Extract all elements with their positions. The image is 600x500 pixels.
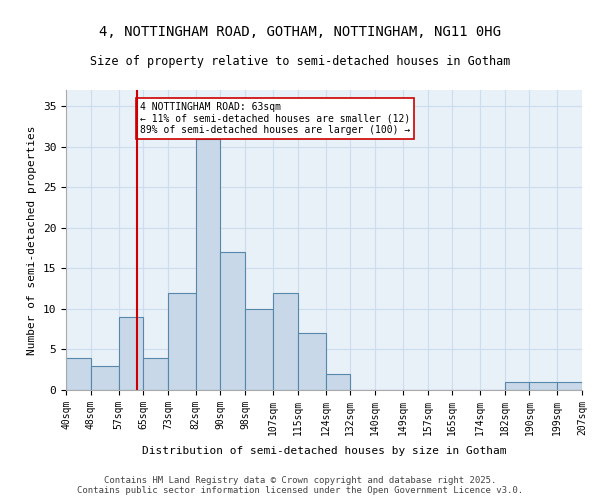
Bar — [245, 309, 273, 390]
Text: Contains HM Land Registry data © Crown copyright and database right 2025.
Contai: Contains HM Land Registry data © Crown c… — [77, 476, 523, 495]
Bar — [220, 252, 245, 390]
Bar — [505, 382, 529, 390]
Bar — [168, 292, 196, 390]
Bar — [119, 317, 143, 390]
Bar — [298, 333, 326, 390]
Bar — [91, 366, 119, 390]
Text: 4, NOTTINGHAM ROAD, GOTHAM, NOTTINGHAM, NG11 0HG: 4, NOTTINGHAM ROAD, GOTHAM, NOTTINGHAM, … — [99, 25, 501, 39]
X-axis label: Distribution of semi-detached houses by size in Gotham: Distribution of semi-detached houses by … — [142, 446, 506, 456]
Bar — [529, 382, 557, 390]
Y-axis label: Number of semi-detached properties: Number of semi-detached properties — [27, 125, 37, 355]
Bar — [196, 138, 220, 390]
Bar — [557, 382, 582, 390]
Text: Size of property relative to semi-detached houses in Gotham: Size of property relative to semi-detach… — [90, 55, 510, 68]
Bar — [273, 292, 298, 390]
Bar — [143, 358, 168, 390]
Bar — [66, 358, 91, 390]
Text: 4 NOTTINGHAM ROAD: 63sqm
← 11% of semi-detached houses are smaller (12)
89% of s: 4 NOTTINGHAM ROAD: 63sqm ← 11% of semi-d… — [140, 102, 410, 136]
Bar — [326, 374, 350, 390]
